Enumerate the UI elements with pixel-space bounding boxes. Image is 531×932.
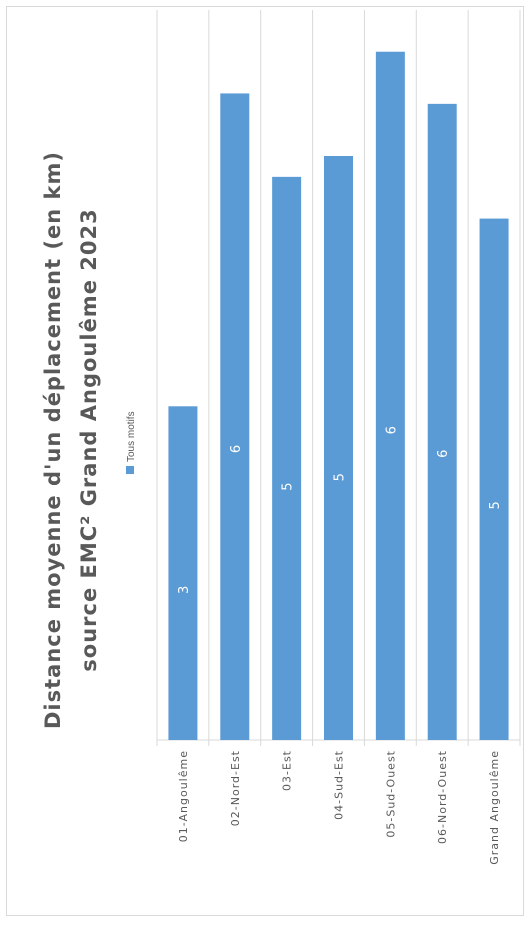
category-label-1: 01-Angoulême — [177, 750, 190, 842]
bar-6 — [427, 103, 457, 741]
category-label-2: 02-Nord-Est — [229, 750, 242, 826]
chart-subtitle: source EMC² Grand Angoulême 2023 — [77, 208, 101, 671]
category-label-6: 06-Nord-Ouest — [436, 750, 449, 844]
category-label-4: 04-Sud-Est — [333, 750, 346, 820]
category-labels: 01-Angoulême 02-Nord-Est 03-Est 04-Sud-Est 0… — [177, 750, 501, 865]
bars: 3 6 5 5 6 6 5 — [168, 51, 509, 741]
data-label-3: 5 — [281, 482, 296, 490]
data-label-4: 5 — [333, 473, 348, 481]
chart-subtitle-group: source EMC² Grand Angoulême 2023 — [77, 208, 101, 671]
chart-title: Distance moyenne d'un déplacement (en km… — [41, 151, 65, 729]
bar-3 — [272, 176, 302, 740]
category-label-7: Grand Angoulême — [488, 750, 501, 865]
data-label-1: 3 — [177, 586, 192, 594]
data-label-7: 5 — [488, 501, 503, 509]
bar-5 — [375, 51, 405, 740]
gridlines — [156, 10, 521, 746]
legend: Tous motifs — [126, 411, 137, 474]
bar-4 — [324, 156, 353, 740]
category-label-3: 03-Est — [281, 750, 294, 791]
legend-label: Tous motifs — [126, 411, 137, 462]
bar-1 — [168, 406, 198, 740]
category-label-5: 05-Sud-Ouest — [384, 750, 397, 838]
data-label-2: 6 — [229, 445, 244, 453]
bar-2 — [220, 93, 250, 740]
chart-title-group: Distance moyenne d'un déplacement (en km… — [41, 151, 65, 729]
legend-swatch — [126, 466, 134, 474]
data-label-6: 6 — [436, 450, 451, 458]
bar-7 — [479, 218, 509, 741]
data-label-5: 6 — [384, 426, 399, 434]
